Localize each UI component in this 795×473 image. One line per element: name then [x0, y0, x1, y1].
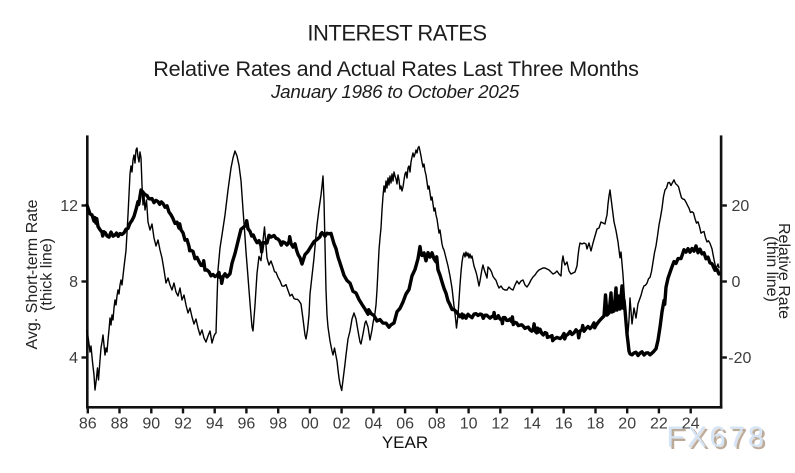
- svg-text:12: 12: [60, 198, 78, 215]
- svg-text:18: 18: [587, 416, 605, 433]
- svg-text:86: 86: [79, 416, 97, 433]
- svg-text:14: 14: [523, 416, 541, 433]
- svg-text:94: 94: [206, 416, 224, 433]
- svg-text:8: 8: [69, 274, 78, 291]
- svg-text:Relative Rate: Relative Rate: [775, 223, 792, 319]
- svg-text:FX678: FX678: [669, 424, 769, 456]
- svg-text:(thick line): (thick line): [39, 238, 56, 311]
- svg-text:YEAR: YEAR: [382, 433, 428, 452]
- svg-text:4: 4: [69, 350, 78, 367]
- svg-text:12: 12: [491, 416, 509, 433]
- svg-text:92: 92: [174, 416, 192, 433]
- svg-text:02: 02: [333, 416, 351, 433]
- svg-text:10: 10: [460, 416, 478, 433]
- svg-text:06: 06: [396, 416, 414, 433]
- svg-text:Avg. Short-term Rate: Avg. Short-term Rate: [24, 199, 41, 349]
- svg-text:88: 88: [111, 416, 129, 433]
- svg-text:00: 00: [301, 416, 319, 433]
- svg-text:20: 20: [732, 198, 750, 215]
- svg-text:22: 22: [650, 416, 668, 433]
- svg-text:04: 04: [365, 416, 383, 433]
- svg-text:FX678: FX678: [668, 423, 768, 455]
- svg-text:96: 96: [238, 416, 256, 433]
- svg-text:-20: -20: [728, 350, 751, 367]
- svg-text:0: 0: [732, 274, 741, 291]
- svg-text:90: 90: [142, 416, 160, 433]
- svg-text:January 1986 to October 2025: January 1986 to October 2025: [270, 81, 520, 102]
- svg-text:08: 08: [428, 416, 446, 433]
- svg-text:16: 16: [555, 416, 573, 433]
- svg-text:24: 24: [682, 416, 700, 433]
- svg-text:20: 20: [618, 416, 636, 433]
- svg-text:FX678: FX678: [667, 422, 767, 454]
- svg-text:Relative Rates and Actual Rate: Relative Rates and Actual Rates Last Thr…: [153, 56, 639, 81]
- svg-text:(thin line): (thin line): [763, 236, 780, 302]
- svg-text:98: 98: [269, 416, 287, 433]
- svg-text:INTEREST RATES: INTEREST RATES: [307, 21, 486, 46]
